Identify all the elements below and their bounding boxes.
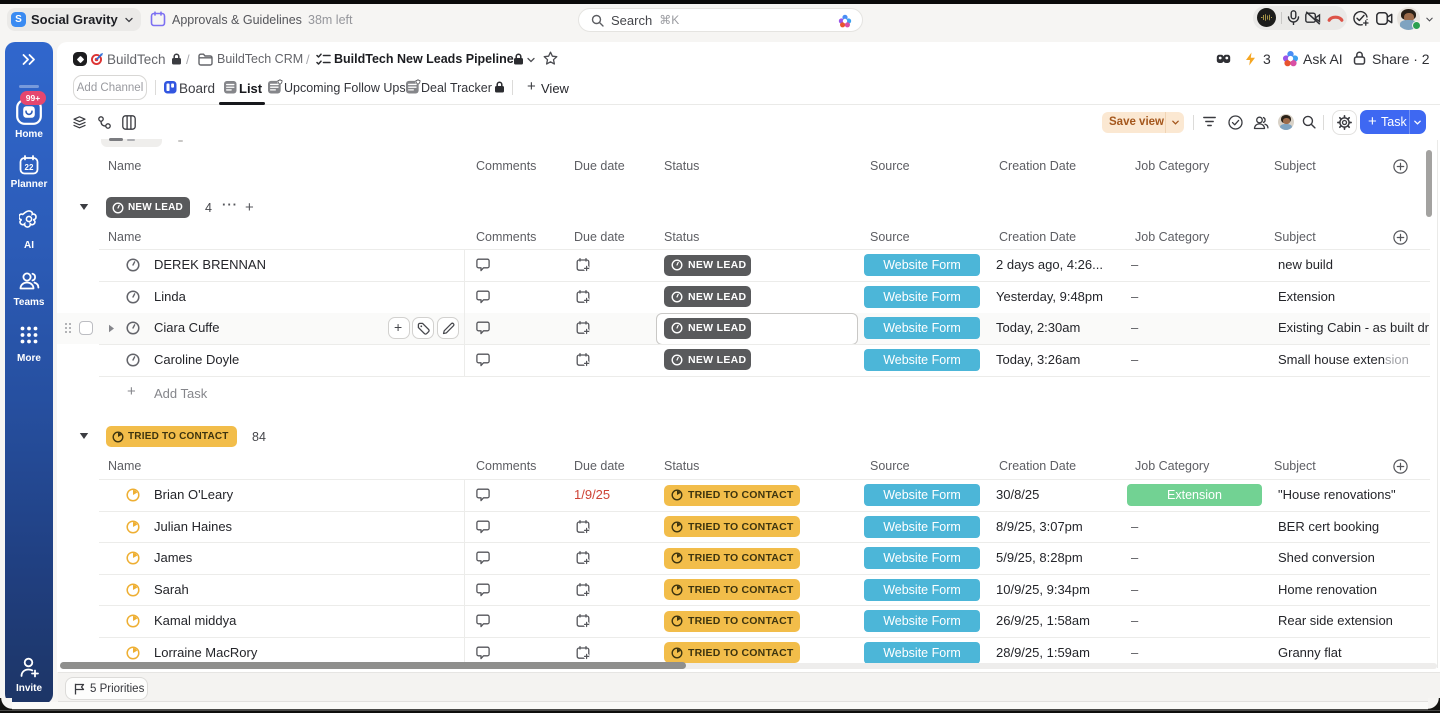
- svg-text:22: 22: [25, 163, 34, 172]
